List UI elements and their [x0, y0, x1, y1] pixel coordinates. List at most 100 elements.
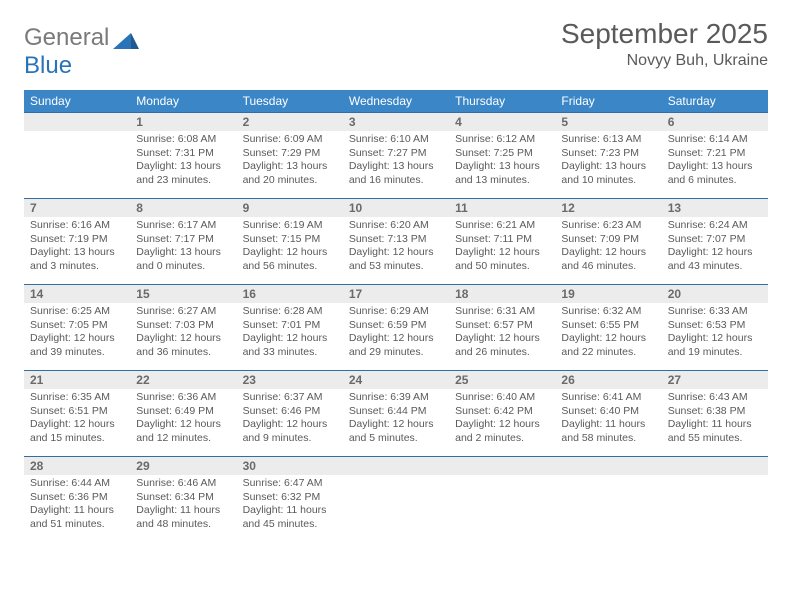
day-number: 1: [130, 112, 236, 131]
day-details: Sunrise: 6:19 AMSunset: 7:15 PMDaylight:…: [237, 217, 343, 278]
day-details: Sunrise: 6:32 AMSunset: 6:55 PMDaylight:…: [555, 303, 661, 364]
day-details: Sunrise: 6:36 AMSunset: 6:49 PMDaylight:…: [130, 389, 236, 450]
day-details: Sunrise: 6:14 AMSunset: 7:21 PMDaylight:…: [662, 131, 768, 192]
day-details: Sunrise: 6:21 AMSunset: 7:11 PMDaylight:…: [449, 217, 555, 278]
day-details: Sunrise: 6:29 AMSunset: 6:59 PMDaylight:…: [343, 303, 449, 364]
day-number: 14: [24, 284, 130, 303]
calendar-cell: [24, 112, 130, 198]
calendar-cell: 1Sunrise: 6:08 AMSunset: 7:31 PMDaylight…: [130, 112, 236, 198]
day-number: 7: [24, 198, 130, 217]
logo-part2: Blue: [24, 52, 72, 79]
day-number: 10: [343, 198, 449, 217]
calendar-cell: [555, 456, 661, 542]
day-number: 23: [237, 370, 343, 389]
day-details: Sunrise: 6:33 AMSunset: 6:53 PMDaylight:…: [662, 303, 768, 364]
day-number: 11: [449, 198, 555, 217]
calendar-cell: 18Sunrise: 6:31 AMSunset: 6:57 PMDayligh…: [449, 284, 555, 370]
day-details: Sunrise: 6:17 AMSunset: 7:17 PMDaylight:…: [130, 217, 236, 278]
calendar-row: 14Sunrise: 6:25 AMSunset: 7:05 PMDayligh…: [24, 284, 768, 370]
day-number-bar: [24, 112, 130, 131]
day-details: Sunrise: 6:25 AMSunset: 7:05 PMDaylight:…: [24, 303, 130, 364]
calendar-cell: 20Sunrise: 6:33 AMSunset: 6:53 PMDayligh…: [662, 284, 768, 370]
day-details: Sunrise: 6:09 AMSunset: 7:29 PMDaylight:…: [237, 131, 343, 192]
day-number: 28: [24, 456, 130, 475]
day-number: 2: [237, 112, 343, 131]
day-details: Sunrise: 6:44 AMSunset: 6:36 PMDaylight:…: [24, 475, 130, 536]
title-block: September 2025 Novyy Buh, Ukraine: [561, 18, 768, 70]
calendar-cell: 28Sunrise: 6:44 AMSunset: 6:36 PMDayligh…: [24, 456, 130, 542]
page-title: September 2025: [561, 18, 768, 50]
calendar-cell: 16Sunrise: 6:28 AMSunset: 7:01 PMDayligh…: [237, 284, 343, 370]
day-number: 26: [555, 370, 661, 389]
day-number: 21: [24, 370, 130, 389]
calendar-header-cell: Tuesday: [237, 90, 343, 112]
day-details: Sunrise: 6:40 AMSunset: 6:42 PMDaylight:…: [449, 389, 555, 450]
calendar-cell: 7Sunrise: 6:16 AMSunset: 7:19 PMDaylight…: [24, 198, 130, 284]
day-number: 22: [130, 370, 236, 389]
calendar-cell: 29Sunrise: 6:46 AMSunset: 6:34 PMDayligh…: [130, 456, 236, 542]
calendar-cell: 15Sunrise: 6:27 AMSunset: 7:03 PMDayligh…: [130, 284, 236, 370]
calendar-cell: 14Sunrise: 6:25 AMSunset: 7:05 PMDayligh…: [24, 284, 130, 370]
day-number: 18: [449, 284, 555, 303]
day-number: 3: [343, 112, 449, 131]
day-number-bar: [662, 456, 768, 475]
day-number: 19: [555, 284, 661, 303]
day-number-bar: [449, 456, 555, 475]
calendar-header-cell: Sunday: [24, 90, 130, 112]
day-number: 6: [662, 112, 768, 131]
day-details: Sunrise: 6:41 AMSunset: 6:40 PMDaylight:…: [555, 389, 661, 450]
calendar-table: SundayMondayTuesdayWednesdayThursdayFrid…: [24, 90, 768, 542]
day-number: 30: [237, 456, 343, 475]
day-number: 12: [555, 198, 661, 217]
calendar-cell: 9Sunrise: 6:19 AMSunset: 7:15 PMDaylight…: [237, 198, 343, 284]
day-details: Sunrise: 6:28 AMSunset: 7:01 PMDaylight:…: [237, 303, 343, 364]
day-details: Sunrise: 6:23 AMSunset: 7:09 PMDaylight:…: [555, 217, 661, 278]
day-details: Sunrise: 6:24 AMSunset: 7:07 PMDaylight:…: [662, 217, 768, 278]
calendar-cell: 12Sunrise: 6:23 AMSunset: 7:09 PMDayligh…: [555, 198, 661, 284]
day-details: Sunrise: 6:37 AMSunset: 6:46 PMDaylight:…: [237, 389, 343, 450]
day-details: Sunrise: 6:16 AMSunset: 7:19 PMDaylight:…: [24, 217, 130, 278]
logo-mark-icon: [113, 31, 139, 56]
calendar-header-cell: Wednesday: [343, 90, 449, 112]
day-details: Sunrise: 6:20 AMSunset: 7:13 PMDaylight:…: [343, 217, 449, 278]
day-details: Sunrise: 6:39 AMSunset: 6:44 PMDaylight:…: [343, 389, 449, 450]
calendar-cell: 24Sunrise: 6:39 AMSunset: 6:44 PMDayligh…: [343, 370, 449, 456]
day-details: Sunrise: 6:46 AMSunset: 6:34 PMDaylight:…: [130, 475, 236, 536]
calendar-cell: 11Sunrise: 6:21 AMSunset: 7:11 PMDayligh…: [449, 198, 555, 284]
day-details: Sunrise: 6:31 AMSunset: 6:57 PMDaylight:…: [449, 303, 555, 364]
day-number: 5: [555, 112, 661, 131]
calendar-row: 21Sunrise: 6:35 AMSunset: 6:51 PMDayligh…: [24, 370, 768, 456]
calendar-cell: 6Sunrise: 6:14 AMSunset: 7:21 PMDaylight…: [662, 112, 768, 198]
calendar-cell: [662, 456, 768, 542]
calendar-cell: 26Sunrise: 6:41 AMSunset: 6:40 PMDayligh…: [555, 370, 661, 456]
location: Novyy Buh, Ukraine: [561, 52, 768, 70]
day-number: 8: [130, 198, 236, 217]
calendar-cell: 17Sunrise: 6:29 AMSunset: 6:59 PMDayligh…: [343, 284, 449, 370]
day-details: Sunrise: 6:35 AMSunset: 6:51 PMDaylight:…: [24, 389, 130, 450]
day-number: 16: [237, 284, 343, 303]
calendar-header-cell: Friday: [555, 90, 661, 112]
calendar-body: 1Sunrise: 6:08 AMSunset: 7:31 PMDaylight…: [24, 112, 768, 542]
day-number-bar: [343, 456, 449, 475]
day-number: 4: [449, 112, 555, 131]
logo-part1: General: [24, 24, 109, 51]
calendar-header-cell: Monday: [130, 90, 236, 112]
calendar-cell: 10Sunrise: 6:20 AMSunset: 7:13 PMDayligh…: [343, 198, 449, 284]
day-number: 27: [662, 370, 768, 389]
calendar-cell: [449, 456, 555, 542]
calendar-cell: 25Sunrise: 6:40 AMSunset: 6:42 PMDayligh…: [449, 370, 555, 456]
calendar-cell: 19Sunrise: 6:32 AMSunset: 6:55 PMDayligh…: [555, 284, 661, 370]
logo-text: General Blue: [24, 24, 109, 80]
calendar-cell: 13Sunrise: 6:24 AMSunset: 7:07 PMDayligh…: [662, 198, 768, 284]
calendar-cell: [343, 456, 449, 542]
header: General Blue September 2025 Novyy Buh, U…: [24, 18, 768, 80]
calendar-row: 1Sunrise: 6:08 AMSunset: 7:31 PMDaylight…: [24, 112, 768, 198]
calendar-cell: 2Sunrise: 6:09 AMSunset: 7:29 PMDaylight…: [237, 112, 343, 198]
calendar-header-row: SundayMondayTuesdayWednesdayThursdayFrid…: [24, 90, 768, 112]
calendar-row: 28Sunrise: 6:44 AMSunset: 6:36 PMDayligh…: [24, 456, 768, 542]
day-details: Sunrise: 6:27 AMSunset: 7:03 PMDaylight:…: [130, 303, 236, 364]
day-details: Sunrise: 6:10 AMSunset: 7:27 PMDaylight:…: [343, 131, 449, 192]
day-number: 24: [343, 370, 449, 389]
day-number-bar: [555, 456, 661, 475]
calendar-header-cell: Saturday: [662, 90, 768, 112]
